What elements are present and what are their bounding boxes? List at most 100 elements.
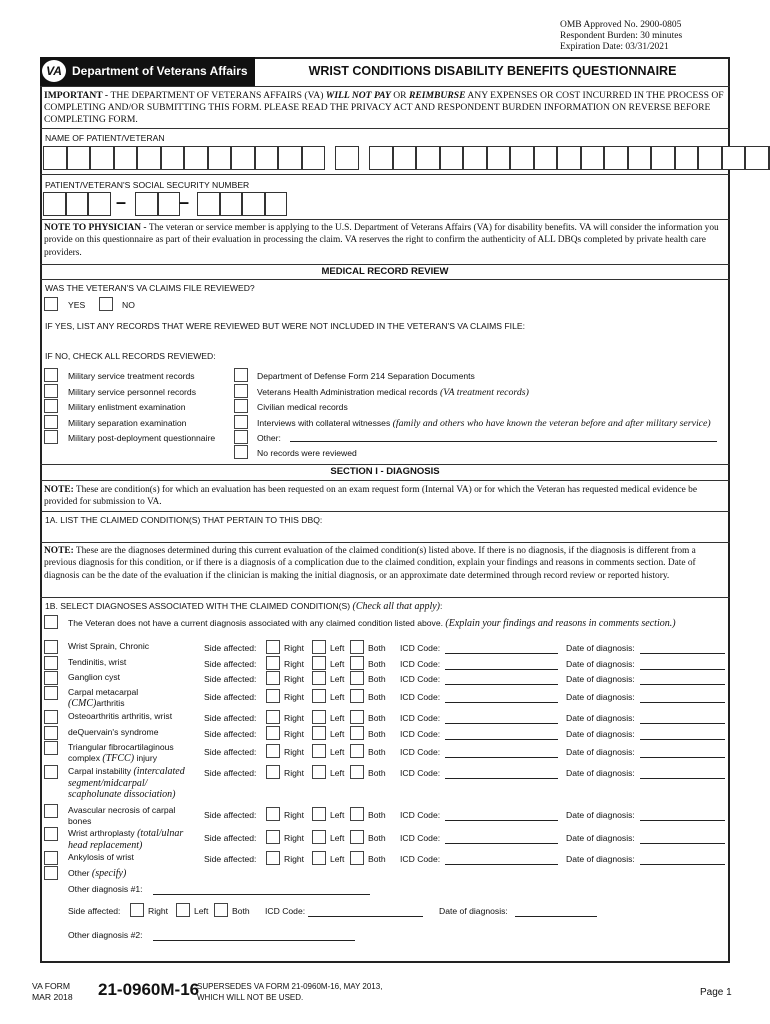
side-left-checkbox[interactable]: [312, 671, 326, 685]
diagnosis-checkbox[interactable]: [44, 765, 58, 779]
side-right-checkbox[interactable]: [266, 710, 280, 724]
name-char-box[interactable]: [416, 146, 440, 170]
side-right-checkbox[interactable]: [266, 744, 280, 758]
record-checkbox[interactable]: [44, 368, 58, 382]
side-both-checkbox[interactable]: [214, 903, 228, 917]
side-right-checkbox[interactable]: [266, 830, 280, 844]
date-of-diagnosis-input[interactable]: [640, 757, 725, 758]
side-right-checkbox[interactable]: [130, 903, 144, 917]
name-char-box[interactable]: [66, 146, 90, 170]
side-left-checkbox[interactable]: [312, 726, 326, 740]
name-char-box[interactable]: [768, 146, 770, 170]
ssn-digit-box[interactable]: [242, 192, 265, 216]
name-char-box[interactable]: [721, 146, 745, 170]
date-of-diagnosis-input[interactable]: [640, 739, 725, 740]
other-diagnosis-1-input[interactable]: [153, 894, 370, 895]
record-checkbox[interactable]: [44, 384, 58, 398]
date-of-diagnosis-input[interactable]: [640, 778, 725, 779]
date-of-diagnosis-input[interactable]: [640, 684, 725, 685]
ssn-digit-box[interactable]: [43, 192, 66, 216]
side-both-checkbox[interactable]: [350, 656, 364, 670]
name-char-box[interactable]: [463, 146, 487, 170]
side-left-checkbox[interactable]: [312, 710, 326, 724]
record-checkbox[interactable]: [234, 399, 248, 413]
side-left-checkbox[interactable]: [312, 656, 326, 670]
diagnosis-checkbox[interactable]: [44, 726, 58, 740]
diagnosis-checkbox[interactable]: [44, 741, 58, 755]
icd-code-input[interactable]: [445, 723, 558, 724]
diagnosis-checkbox[interactable]: [44, 827, 58, 841]
diagnosis-checkbox[interactable]: [44, 656, 58, 670]
side-left-checkbox[interactable]: [176, 903, 190, 917]
claimed-conditions-input[interactable]: [44, 527, 728, 541]
name-char-box[interactable]: [301, 146, 325, 170]
name-char-box[interactable]: [278, 146, 302, 170]
name-char-box[interactable]: [580, 146, 604, 170]
record-checkbox[interactable]: [234, 445, 248, 459]
name-char-box[interactable]: [160, 146, 184, 170]
side-left-checkbox[interactable]: [312, 807, 326, 821]
icd-code-input[interactable]: [445, 778, 558, 779]
name-char-box[interactable]: [486, 146, 510, 170]
side-both-checkbox[interactable]: [350, 726, 364, 740]
name-char-box[interactable]: [604, 146, 628, 170]
name-char-box[interactable]: [369, 146, 393, 170]
side-right-checkbox[interactable]: [266, 656, 280, 670]
date-of-diagnosis-input[interactable]: [640, 864, 725, 865]
side-both-checkbox[interactable]: [350, 689, 364, 703]
name-char-box[interactable]: [557, 146, 581, 170]
record-checkbox[interactable]: [234, 368, 248, 382]
date-of-diagnosis-input[interactable]: [640, 669, 725, 670]
record-checkbox[interactable]: [44, 430, 58, 444]
icd-code-input[interactable]: [445, 864, 558, 865]
side-left-checkbox[interactable]: [312, 689, 326, 703]
name-char-box[interactable]: [745, 146, 769, 170]
name-char-box[interactable]: [392, 146, 416, 170]
ssn-digit-box[interactable]: [88, 192, 111, 216]
icd-code-input[interactable]: [308, 916, 423, 917]
side-both-checkbox[interactable]: [350, 640, 364, 654]
side-right-checkbox[interactable]: [266, 689, 280, 703]
name-char-box[interactable]: [113, 146, 137, 170]
name-char-box[interactable]: [231, 146, 255, 170]
name-char-box[interactable]: [254, 146, 278, 170]
name-char-box[interactable]: [439, 146, 463, 170]
name-char-box[interactable]: [651, 146, 675, 170]
name-char-box[interactable]: [90, 146, 114, 170]
record-checkbox[interactable]: [234, 384, 248, 398]
icd-code-input[interactable]: [445, 702, 558, 703]
ssn-digit-box[interactable]: [219, 192, 242, 216]
side-right-checkbox[interactable]: [266, 851, 280, 865]
date-of-diagnosis-input[interactable]: [640, 820, 725, 821]
icd-code-input[interactable]: [445, 820, 558, 821]
record-checkbox[interactable]: [234, 430, 248, 444]
side-right-checkbox[interactable]: [266, 765, 280, 779]
side-both-checkbox[interactable]: [350, 744, 364, 758]
side-right-checkbox[interactable]: [266, 807, 280, 821]
side-left-checkbox[interactable]: [312, 640, 326, 654]
other-diagnosis-checkbox[interactable]: [44, 866, 58, 880]
name-char-box[interactable]: [510, 146, 534, 170]
ssn-digit-box[interactable]: [135, 192, 158, 216]
other-records-line[interactable]: [290, 441, 717, 442]
date-of-diagnosis-input[interactable]: [515, 916, 597, 917]
side-both-checkbox[interactable]: [350, 851, 364, 865]
ssn-digit-box[interactable]: [65, 192, 88, 216]
icd-code-input[interactable]: [445, 843, 558, 844]
name-char-box[interactable]: [674, 146, 698, 170]
side-left-checkbox[interactable]: [312, 744, 326, 758]
side-both-checkbox[interactable]: [350, 710, 364, 724]
record-checkbox[interactable]: [234, 415, 248, 429]
side-both-checkbox[interactable]: [350, 765, 364, 779]
ssn-digit-box[interactable]: [264, 192, 287, 216]
diagnosis-checkbox[interactable]: [44, 686, 58, 700]
name-char-box[interactable]: [533, 146, 557, 170]
side-left-checkbox[interactable]: [312, 830, 326, 844]
name-char-box[interactable]: [627, 146, 651, 170]
record-checkbox[interactable]: [44, 415, 58, 429]
record-checkbox[interactable]: [44, 399, 58, 413]
name-char-box[interactable]: [43, 146, 67, 170]
name-char-box[interactable]: [207, 146, 231, 170]
date-of-diagnosis-input[interactable]: [640, 653, 725, 654]
icd-code-input[interactable]: [445, 669, 558, 670]
